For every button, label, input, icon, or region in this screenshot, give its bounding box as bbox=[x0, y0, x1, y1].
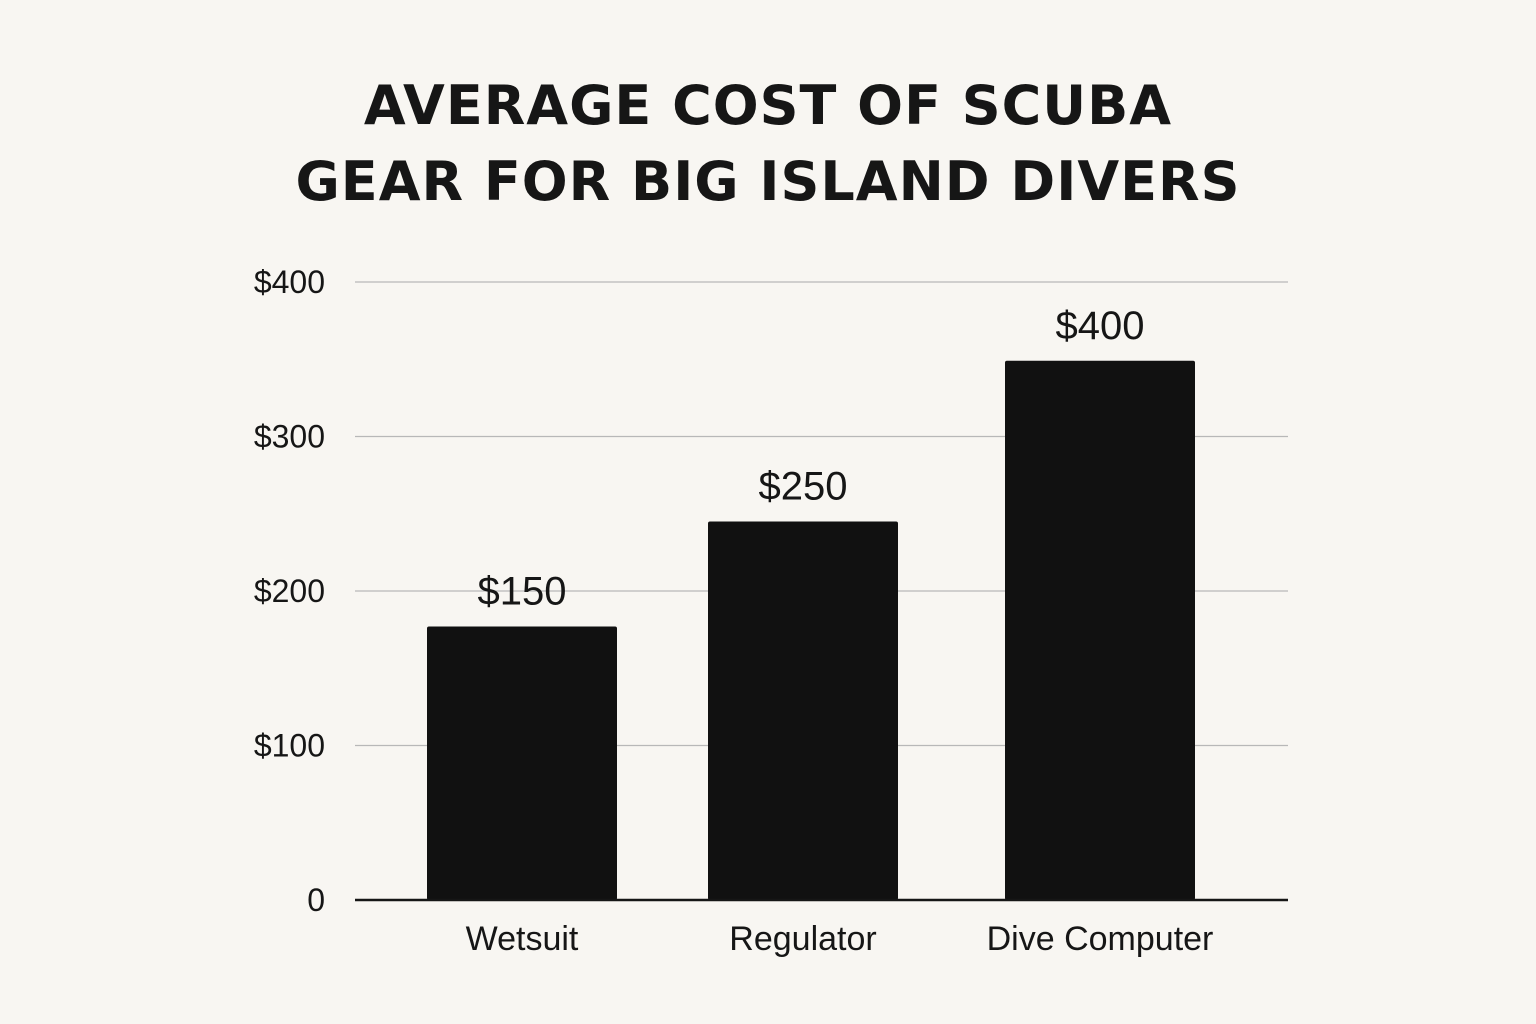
y-axis-ticks: 0 $100 $200 $300 $400 bbox=[254, 264, 325, 918]
y-tick-label: $200 bbox=[254, 573, 325, 609]
bars bbox=[427, 360, 1195, 900]
x-tick-label: Wetsuit bbox=[466, 920, 579, 958]
bar bbox=[427, 626, 617, 900]
data-labels: $150 $250 $400 bbox=[478, 304, 1145, 614]
y-tick-label: 0 bbox=[307, 882, 325, 918]
bar bbox=[708, 521, 898, 900]
chart-title-line-2: GEAR FOR BIG ISLAND DIVERS bbox=[295, 150, 1241, 213]
x-tick-label: Dive Computer bbox=[987, 920, 1214, 958]
bar bbox=[1005, 360, 1195, 900]
data-label: $150 bbox=[478, 570, 567, 614]
x-axis-ticks: Wetsuit Regulator Dive Computer bbox=[466, 920, 1214, 958]
y-tick-label: $300 bbox=[254, 419, 325, 455]
chart-title: AVERAGE COST OF SCUBA GEAR FOR BIG ISLAN… bbox=[0, 68, 1536, 220]
data-label: $400 bbox=[1056, 304, 1145, 348]
data-label: $250 bbox=[759, 464, 848, 508]
y-tick-label: $400 bbox=[254, 264, 325, 300]
chart-title-line-1: AVERAGE COST OF SCUBA bbox=[363, 74, 1173, 137]
y-tick-label: $100 bbox=[254, 728, 325, 764]
x-tick-label: Regulator bbox=[729, 920, 876, 958]
